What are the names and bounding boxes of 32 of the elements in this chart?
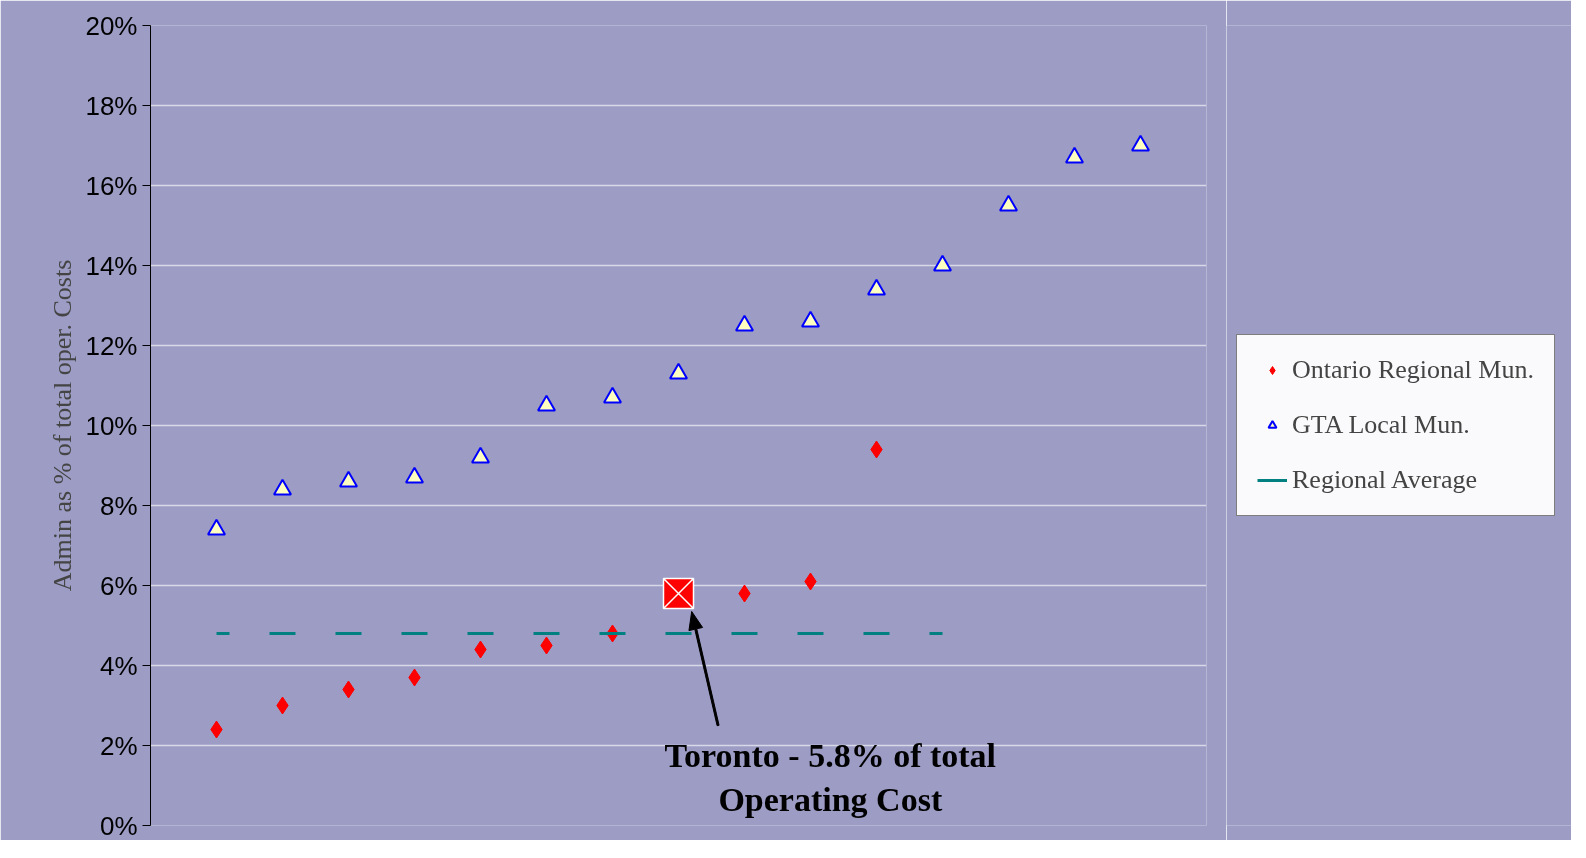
point — [999, 194, 1018, 212]
y-axis-title: Admin as % of total oper. Costs — [48, 259, 78, 592]
y-tick-label: 18% — [85, 90, 138, 121]
point — [207, 518, 226, 536]
legend-label: Regional Average — [1292, 465, 1478, 495]
y-tick-label: 2% — [99, 730, 138, 761]
point — [933, 254, 952, 272]
point — [735, 314, 754, 332]
point — [1131, 134, 1150, 152]
point — [471, 446, 490, 464]
y-tick-label: 10% — [85, 410, 138, 441]
annotation: Toronto - 5.8% of total Operating Cost — [664, 736, 997, 819]
point — [537, 394, 556, 412]
y-tick-label: 6% — [99, 570, 138, 601]
y-tick-label: 14% — [85, 250, 138, 281]
y-tick-label: 0% — [99, 810, 138, 841]
point — [1065, 146, 1084, 164]
point — [669, 362, 688, 380]
point — [867, 278, 886, 296]
legend-label: Ontario Regional Mun. — [1292, 355, 1534, 385]
y-tick-label: 12% — [85, 330, 138, 361]
point — [339, 470, 358, 488]
point — [801, 310, 820, 328]
point — [273, 478, 292, 496]
legend-label: GTA Local Mun. — [1292, 410, 1470, 440]
point — [603, 386, 622, 404]
y-tick-label: 16% — [85, 170, 138, 201]
y-tick-label: 20% — [85, 10, 138, 41]
point — [662, 577, 695, 610]
y-tick-label: 8% — [99, 490, 138, 521]
point — [405, 466, 424, 484]
y-tick-label: 4% — [99, 650, 138, 681]
